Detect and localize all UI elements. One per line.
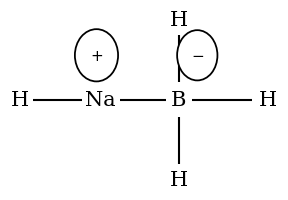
- Text: H: H: [170, 171, 187, 189]
- Ellipse shape: [177, 31, 217, 81]
- Text: B: B: [171, 91, 186, 109]
- Text: H: H: [170, 11, 187, 29]
- Text: −: −: [191, 49, 204, 63]
- Ellipse shape: [75, 30, 118, 82]
- Text: H: H: [259, 91, 277, 109]
- Text: Na: Na: [86, 91, 116, 109]
- Text: H: H: [11, 91, 29, 109]
- Text: +: +: [90, 49, 103, 63]
